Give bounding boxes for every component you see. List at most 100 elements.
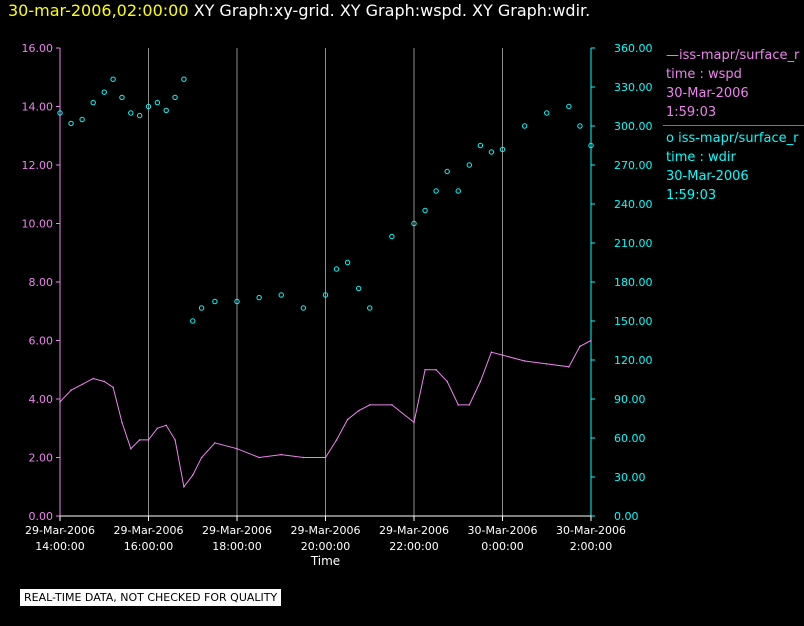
legend-detail: 30-Mar-2006: [666, 169, 749, 184]
series-wspd-point: [324, 456, 327, 459]
series-wspd-point: [156, 427, 159, 430]
series-wdir-point: [499, 146, 506, 153]
x-tick-time: 2:00:00: [570, 540, 612, 553]
series-wdir-point: [333, 266, 340, 272]
x-tick-time: 22:00:00: [389, 540, 438, 553]
series-wdir-point: [355, 285, 362, 292]
series-wspd-point: [302, 456, 305, 459]
series-wdir-point: [68, 120, 74, 127]
series-wspd-point: [413, 421, 415, 424]
series-wdir-point: [322, 292, 329, 298]
series-wdir-point: [234, 298, 240, 305]
series-wdir-point: [433, 188, 439, 194]
x-tick-date: 29-Mar-2006: [202, 524, 272, 537]
series-wdir-point: [101, 89, 107, 95]
series-wdir-point: [172, 94, 178, 101]
series-wspd-point: [92, 377, 94, 380]
right-tick-label: 180.00: [614, 276, 653, 289]
x-axis-title: Time: [310, 554, 340, 568]
series-wspd-point: [446, 380, 448, 383]
series-wspd-point: [545, 363, 548, 365]
series-wspd-point: [121, 421, 123, 424]
series-wdir-point: [521, 123, 528, 129]
series-wspd-point: [590, 339, 592, 342]
right-tick-label: 0.00: [614, 510, 639, 523]
series-wdir-point: [455, 188, 461, 194]
series-wspd-point: [191, 474, 194, 476]
series-wspd-point: [468, 404, 471, 406]
left-tick-label: 2.00: [29, 452, 54, 465]
x-tick-date: 29-Mar-2006: [25, 524, 95, 537]
series-wdir-point: [422, 207, 428, 214]
left-tick-label: 6.00: [29, 335, 54, 348]
series-wdir-point: [110, 76, 116, 82]
x-tick-time: 16:00:00: [124, 540, 173, 553]
series-wdir-point: [190, 318, 196, 324]
series-wdir-point: [444, 168, 450, 175]
left-tick-label: 12.00: [22, 159, 54, 172]
right-tick-label: 120.00: [614, 354, 653, 367]
series-wdir-point: [181, 76, 187, 82]
series-wdir-point: [588, 142, 594, 149]
series-wspd-point: [147, 439, 150, 441]
series-wdir-point: [367, 305, 373, 311]
chart-title-bar: 30-mar-2006,02:00:00 XY Graph:xy-grid. X…: [8, 1, 590, 20]
series-wdir-point: [198, 305, 205, 311]
series-wspd-point: [236, 447, 238, 450]
legend-detail: 30-Mar-2006: [666, 86, 749, 101]
left-tick-label: 16.00: [22, 42, 54, 55]
legend-entry: —iss-mapr/surface_r time : wspd 30-Mar-200…: [663, 46, 804, 122]
series-wdir-point: [577, 123, 583, 129]
series-wspd-point: [435, 368, 437, 371]
x-tick-time: 18:00:00: [212, 540, 261, 553]
title-date: 30-mar-2006,02:00:00: [8, 1, 189, 20]
series-wspd-point: [579, 345, 581, 348]
series-wdir-point: [488, 149, 495, 155]
series-wdir-point: [119, 94, 125, 101]
series-wspd-point: [200, 456, 203, 459]
quality-note: REAL-TIME DATA, NOT CHECKED FOR QUALITY: [20, 589, 282, 606]
series-wspd-point: [523, 360, 526, 362]
right-tick-label: 60.00: [614, 432, 646, 445]
series-wdir-point: [566, 103, 572, 110]
series-wspd-point: [335, 439, 338, 441]
legend-detail: time : wspd: [666, 67, 742, 82]
x-tick-date: 30-Mar-2006: [468, 524, 538, 537]
series-wspd-point: [81, 383, 83, 386]
series-wdir-point: [466, 162, 473, 168]
legend-detail: 1:59:03: [666, 105, 717, 120]
left-tick-label: 8.00: [29, 276, 54, 289]
series-wspd-point: [103, 380, 106, 383]
x-tick-date: 29-Mar-2006: [379, 524, 449, 537]
right-tick-label: 240.00: [614, 198, 653, 211]
series-wspd-point: [59, 401, 61, 403]
legend-series-label: o iss-mapr/surface_r: [666, 131, 799, 146]
series-wdir-point: [477, 142, 484, 149]
series-wdir-point: [145, 103, 152, 110]
series-wspd-point: [501, 354, 504, 356]
series-wspd-point: [112, 386, 114, 389]
series-wdir-point: [344, 259, 351, 266]
series-wdir-point: [544, 110, 550, 116]
series-wdir-point: [90, 99, 96, 106]
series-wspd-point: [130, 447, 132, 450]
series-wdir-point: [136, 112, 143, 119]
series-wspd-point: [214, 442, 216, 444]
x-tick-time: 0:00:00: [481, 540, 523, 553]
series-wspd-point: [165, 424, 167, 427]
series-wspd-point: [424, 368, 426, 371]
series-wdir-point: [256, 294, 262, 301]
title-graphs: XY Graph:xy-grid. XY Graph:wspd. XY Grap…: [193, 1, 591, 20]
left-tick-label: 4.00: [29, 393, 54, 406]
series-wdir-point: [411, 220, 417, 227]
right-tick-label: 210.00: [614, 237, 653, 250]
series-wdir-point: [79, 116, 85, 123]
series-wdir-point: [128, 110, 134, 116]
legend-detail: 1:59:03: [666, 188, 717, 203]
series-wspd-point: [174, 439, 176, 441]
series-wspd-point: [258, 456, 260, 459]
series-wspd-point: [479, 380, 482, 383]
series-wspd-point: [490, 351, 493, 354]
series-wspd-point: [457, 404, 460, 406]
